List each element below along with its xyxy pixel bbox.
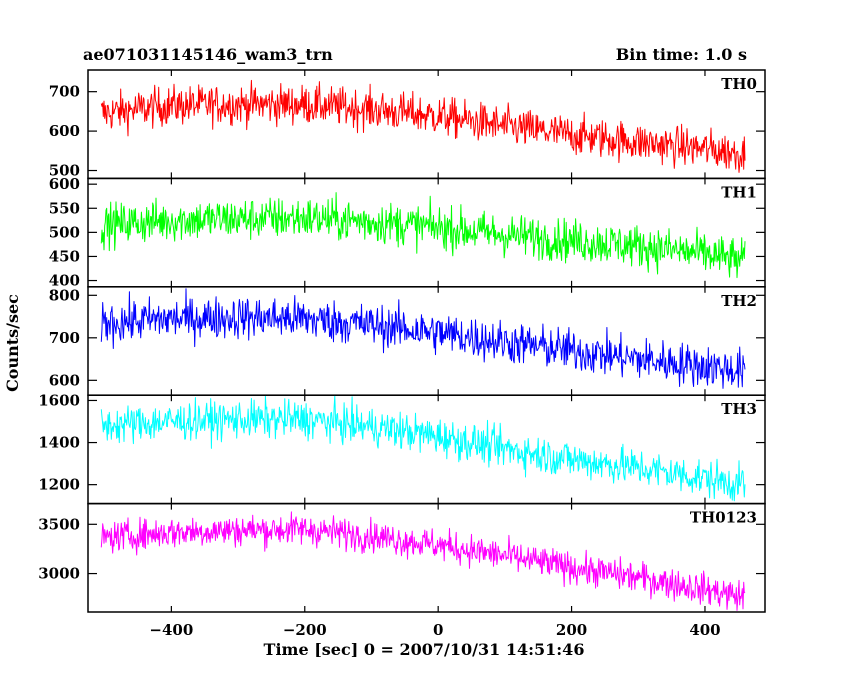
x-axis-label: Time [sec] 0 = 2007/10/31 14:51:46: [264, 640, 585, 659]
panel-label-th1: TH1: [721, 183, 757, 201]
y-tick-label: 800: [49, 286, 80, 304]
panel-th0123: 3000 3500 TH0123: [38, 502, 766, 613]
panel-frame-th0123: [87, 502, 766, 613]
series-line-th2: [100, 288, 746, 389]
y-tick-label: 1400: [38, 434, 80, 452]
panel-label-th0: TH0: [721, 75, 757, 93]
series-line-th1: [100, 192, 746, 279]
panel-th0: 500 600 700 TH0: [49, 69, 766, 180]
y-tick-label: 700: [49, 83, 80, 101]
y-tick-label: 550: [49, 199, 80, 217]
series-line-th3: [100, 395, 746, 502]
series-line-th0: [100, 79, 746, 173]
y-tick-label: 600: [49, 371, 80, 389]
panel-label-th3: TH3: [721, 400, 757, 418]
series-line-th0123: [100, 511, 746, 611]
y-tick-label: 3000: [38, 565, 80, 583]
chart-title: ae071031145146_wam3_trn: [83, 45, 333, 64]
panel-label-th2: TH2: [721, 292, 757, 310]
x-tick-label: 200: [556, 621, 587, 639]
x-tick-label: −400: [149, 621, 193, 639]
x-tick-label: 400: [689, 621, 720, 639]
y-tick-label: 500: [49, 162, 80, 180]
y-axis-label: Counts/sec: [3, 294, 22, 392]
chart-subtitle: Bin time: 1.0 s: [616, 45, 747, 64]
panel-th1: 400 450 500 550 600 TH1: [49, 175, 766, 290]
panel-th3: 1200 1400 1600 TH3: [38, 391, 766, 505]
panel-label-th0123: TH0123: [690, 509, 757, 527]
y-tick-label: 700: [49, 329, 80, 347]
y-tick-label: 600: [49, 122, 80, 140]
y-tick-label: 400: [49, 272, 80, 290]
y-tick-label: 3500: [38, 515, 80, 533]
y-tick-label: 450: [49, 247, 80, 265]
y-tick-label: 600: [49, 175, 80, 193]
x-tick-label: 0: [433, 621, 443, 639]
panel-th2: 600 700 800 TH2: [49, 286, 766, 396]
y-tick-label: 500: [49, 223, 80, 241]
x-tick-label: −200: [283, 621, 327, 639]
panel-frame-th0: [87, 69, 766, 180]
y-tick-label: 1200: [38, 476, 80, 494]
y-tick-label: 1600: [38, 391, 80, 409]
